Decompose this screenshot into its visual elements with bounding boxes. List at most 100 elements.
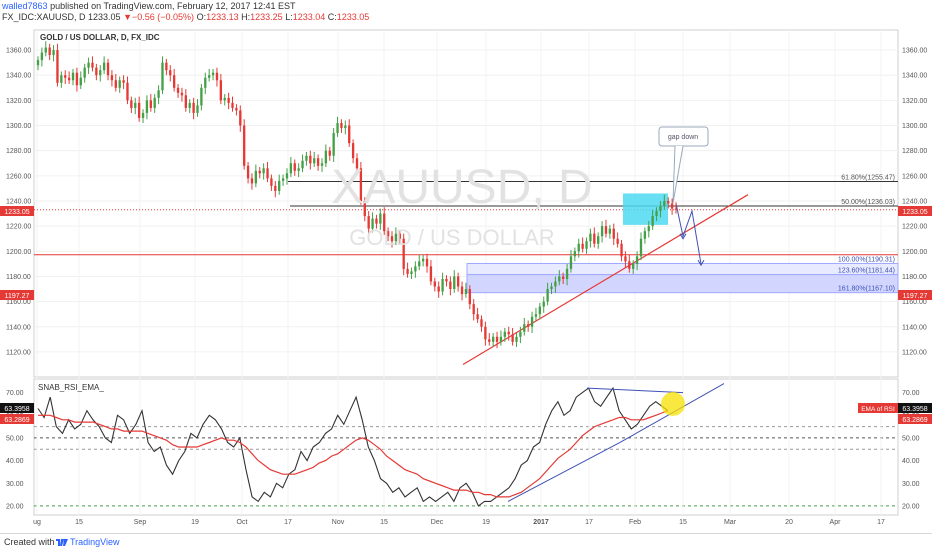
rsi-tick-label-right: 50.00 (902, 435, 920, 442)
candle-body (383, 213, 386, 232)
candle-body (515, 336, 518, 342)
candle-body (243, 125, 246, 166)
time-tick-label: 15 (75, 519, 83, 526)
rsi-divergence-line (586, 387, 684, 394)
candle-body (169, 70, 172, 76)
candle-body (519, 331, 522, 337)
candle-body (655, 211, 658, 217)
rsi-value-tag-left (0, 403, 34, 413)
price-chart-title: GOLD / US DOLLAR, D, FX_IDC (40, 33, 160, 42)
candle-body (550, 286, 553, 290)
price-tick-label-right: 1260.00 (902, 173, 927, 180)
rsi-panel-frame (33, 378, 899, 516)
price-tick-label-left: 1340.00 (6, 73, 31, 80)
candle-body (538, 306, 542, 315)
candle-body (145, 100, 149, 113)
level-left-label: 1197.27 (5, 293, 30, 300)
candle-body (172, 75, 176, 88)
candle-body (126, 82, 129, 101)
candle-body (577, 243, 580, 252)
rsi-value-right-label: 63.3958 (902, 406, 927, 413)
time-tick-label: Sep (134, 519, 147, 526)
fib-zone-lower (466, 274, 899, 294)
candle-body (530, 316, 534, 327)
level-tag-right (898, 290, 932, 300)
time-tick-label: 15 (380, 519, 388, 526)
ema-legend-label: EMA of RSI (861, 406, 895, 413)
candle-body (604, 226, 608, 234)
candle-body (157, 90, 160, 98)
candle-body (523, 324, 526, 332)
candle-body (231, 102, 234, 108)
rsi-tick-label-left: 20.00 (6, 503, 24, 510)
candle-body (499, 336, 503, 342)
current-price-right-label: 1233.05 (902, 209, 927, 216)
time-tick-label: Dec (431, 519, 444, 526)
candle-body (624, 256, 627, 262)
candle-body (379, 213, 382, 224)
candle-body (137, 102, 141, 118)
candle-body (663, 200, 666, 207)
candle-body (355, 158, 359, 169)
candle-body (600, 226, 604, 237)
candle-body (562, 276, 565, 279)
candle-body (480, 319, 483, 327)
username-link[interactable]: walled7863 (2, 1, 48, 11)
created-with-text: Created with (4, 537, 55, 547)
candle-body (589, 233, 592, 242)
candle-body (192, 102, 195, 113)
rsi-tick-label-left: 40.00 (6, 458, 24, 465)
price-tick-label-right: 1120.00 (902, 349, 927, 356)
candle-body (429, 266, 433, 282)
candle-body (79, 77, 82, 86)
candle-body (398, 233, 401, 239)
rsi-value-left-label: 63.3958 (4, 406, 29, 413)
candle-body (309, 155, 312, 164)
candle-body (651, 216, 654, 227)
candle-body (99, 70, 102, 76)
candle-body (573, 251, 577, 257)
candle-body (608, 228, 612, 234)
candle-body (305, 155, 308, 161)
candle-body (449, 281, 452, 290)
candle-body (488, 339, 491, 342)
high-value: 1233.25 (250, 12, 283, 22)
candle-body (453, 276, 456, 290)
candle-body (441, 278, 444, 292)
time-tick-label: Nov (332, 519, 345, 526)
price-tick-label-right: 1320.00 (902, 98, 927, 105)
candle-body (44, 47, 47, 53)
tradingview-brand-link[interactable]: TradingView (70, 537, 120, 547)
candle-body (180, 92, 184, 96)
candle-body (102, 62, 106, 71)
candle-body (585, 241, 588, 249)
candle-body (456, 276, 460, 287)
fib-level-label: 50.00%(1236.03) (841, 199, 895, 206)
rsi-tick-label-left: 50.00 (6, 435, 24, 442)
candle-body (200, 87, 203, 106)
candle-body (64, 75, 67, 78)
price-tick-label-left: 1260.00 (6, 173, 31, 180)
open-label: O: (196, 12, 207, 22)
price-tick-label-left: 1280.00 (6, 148, 31, 155)
candle-body (495, 336, 499, 342)
level-right-label: 1197.27 (903, 293, 928, 300)
candle-body (332, 133, 335, 156)
price-trendline (462, 194, 749, 366)
fib-level-label: 61.80%(1255.47) (841, 175, 895, 182)
candle-body (246, 165, 250, 179)
candle-body (208, 75, 211, 78)
candle-body (320, 163, 324, 166)
price-tick-label-left: 1140.00 (6, 324, 31, 331)
high-label: H: (241, 12, 251, 22)
candle-body (110, 75, 114, 81)
fib-level-label: 100.00%(1190.31) (838, 256, 895, 263)
candle-body (639, 238, 643, 257)
candle-body (569, 256, 573, 269)
price-tick-label-right: 1200.00 (902, 249, 927, 256)
price-tick-label-left: 1200.00 (6, 249, 31, 256)
candle-body (612, 228, 615, 239)
candle-body (215, 72, 219, 81)
price-tick-label-right: 1180.00 (902, 274, 927, 281)
candle-body (278, 180, 281, 191)
